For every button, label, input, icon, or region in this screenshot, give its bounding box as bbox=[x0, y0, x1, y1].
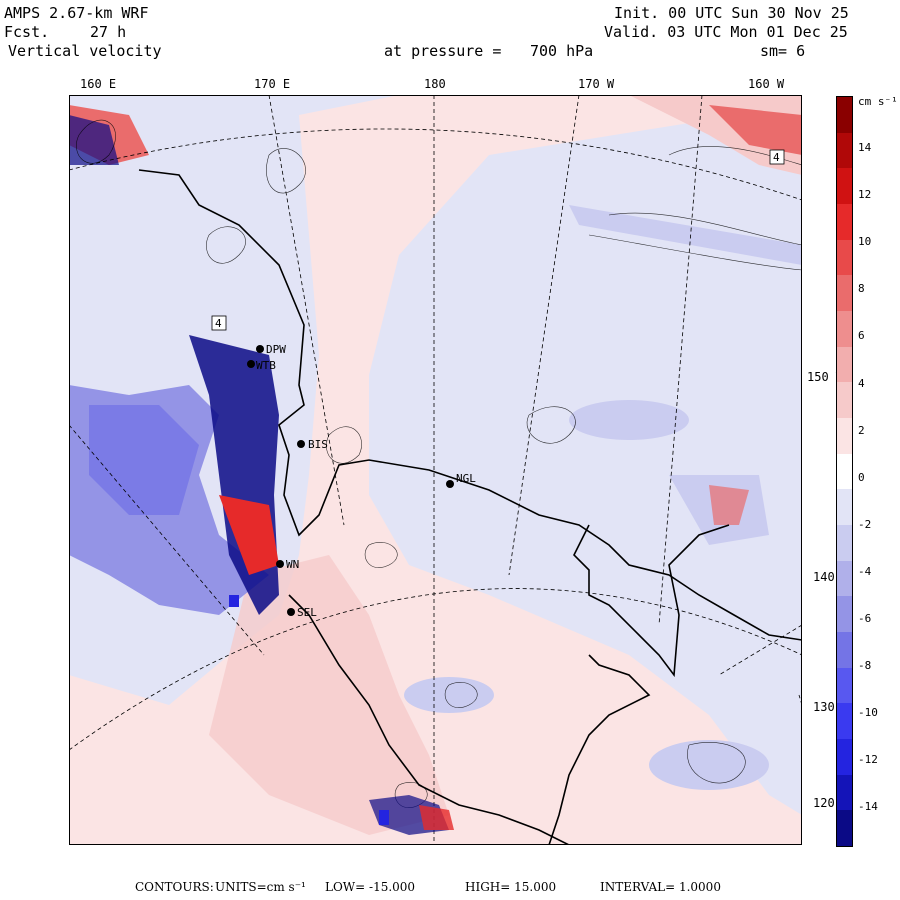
lon-label-160e: 160 E bbox=[80, 77, 117, 91]
station-dot bbox=[276, 560, 284, 568]
colorbar-tick-label: -6 bbox=[858, 612, 872, 625]
contours-high: HIGH= 15.000 bbox=[465, 880, 557, 894]
contour-label-box bbox=[211, 315, 227, 331]
colorbar-tick-label: 4 bbox=[858, 376, 865, 390]
station-label: NGL bbox=[456, 472, 476, 485]
colorbar-segment bbox=[837, 739, 852, 776]
pressure-value: 700 hPa bbox=[530, 42, 594, 60]
contours-low: LOW= -15.000 bbox=[325, 880, 416, 894]
colorbar-segment bbox=[837, 596, 852, 633]
contours-units: UNITS=cm s⁻¹ bbox=[215, 880, 306, 894]
colorbar-tick-label: 0 bbox=[858, 470, 865, 484]
valid-time: Valid. 03 UTC Mon 01 Dec 25 bbox=[604, 23, 848, 41]
negative-patch bbox=[569, 400, 689, 440]
colorbar-segment bbox=[837, 667, 852, 704]
colorbar-tick-label: 12 bbox=[858, 188, 872, 202]
colorbar-segment bbox=[837, 453, 852, 490]
colorbar-segment bbox=[837, 311, 852, 348]
colorbar-segment bbox=[837, 168, 852, 205]
smoothing-value: sm= 6 bbox=[760, 42, 806, 60]
pressure-label: at pressure = bbox=[384, 42, 502, 60]
colorbar-segment bbox=[837, 489, 852, 526]
station-label: DPW bbox=[266, 343, 286, 356]
colorbar-segment bbox=[837, 810, 852, 847]
colorbar-tick-label: -12 bbox=[858, 753, 878, 767]
colorbar-segment bbox=[837, 346, 852, 383]
station-dot bbox=[287, 608, 295, 616]
colorbar-segment bbox=[837, 132, 852, 169]
colorbar-segment bbox=[837, 703, 852, 740]
contour-label-box bbox=[769, 149, 785, 165]
contour-label: 4 bbox=[215, 317, 222, 330]
forecast-label: Fcst. bbox=[4, 23, 50, 41]
negative-box bbox=[379, 810, 389, 825]
field-name: Vertical velocity bbox=[8, 42, 162, 60]
colorbar-tick-label: 8 bbox=[858, 282, 865, 296]
colorbar-tick-label: 10 bbox=[858, 235, 872, 249]
colorbar-segment bbox=[837, 418, 852, 455]
graticule bbox=[69, 95, 802, 845]
contours-label: CONTOURS: bbox=[135, 880, 214, 894]
negative-core-plateau bbox=[89, 405, 199, 515]
colorbar-tick-label: -10 bbox=[858, 706, 878, 720]
contour-lines bbox=[76, 119, 802, 808]
lon-label-160w: 160 W bbox=[748, 77, 785, 91]
positive-field-lobe bbox=[209, 555, 449, 835]
coastline-south bbox=[288, 594, 570, 845]
colorbar-segment bbox=[837, 204, 852, 241]
station-dot bbox=[297, 440, 305, 448]
station-dot bbox=[446, 480, 454, 488]
colorbar-tick-label: -8 bbox=[858, 659, 872, 673]
station-label: WN bbox=[286, 558, 300, 571]
colorbar-tick-label: 14 bbox=[858, 141, 872, 154]
lon-label-180: 180 bbox=[424, 77, 446, 91]
positive-core-topright bbox=[709, 105, 802, 155]
model-title: AMPS 2.67-km WRF bbox=[4, 4, 149, 22]
colorbar-tick-label: 6 bbox=[858, 329, 865, 343]
negative-patch bbox=[404, 677, 494, 713]
negative-core-topleft bbox=[69, 115, 119, 165]
colorbar-segment bbox=[837, 382, 852, 419]
colorbar bbox=[836, 96, 853, 847]
lon-label-170w: 170 W bbox=[578, 77, 615, 91]
colorbar-tick-label: 2 bbox=[858, 423, 865, 437]
vertical-velocity-map: 4 4 bbox=[69, 95, 802, 845]
positive-patch-east bbox=[709, 485, 749, 525]
positive-core-bottom bbox=[419, 805, 454, 830]
negative-band bbox=[569, 205, 802, 265]
strong-positive-band bbox=[219, 495, 279, 575]
init-time: Init. 00 UTC Sun 30 Nov 25 bbox=[614, 4, 849, 22]
colorbar-segment bbox=[837, 525, 852, 562]
colorbar-segment bbox=[837, 632, 852, 669]
forecast-hours: 27 h bbox=[90, 23, 127, 41]
station-dot bbox=[247, 360, 255, 368]
colorbar-segment bbox=[837, 97, 852, 134]
colorbar-tick-label: -14 bbox=[858, 800, 878, 814]
grounding-line bbox=[548, 654, 651, 845]
contour-label: 4 bbox=[773, 151, 780, 164]
coastline bbox=[138, 169, 802, 641]
colorbar-segment bbox=[837, 774, 852, 811]
colorbar-tick-label: -2 bbox=[858, 517, 872, 531]
colorbar-tick-label: -4 bbox=[858, 564, 872, 578]
ice-shelf-front bbox=[573, 524, 730, 678]
station-label: WTB bbox=[256, 359, 276, 372]
station-dot bbox=[256, 345, 264, 353]
lon-label-170e: 170 E bbox=[254, 77, 291, 91]
map-border bbox=[69, 95, 802, 845]
station-label: SEL bbox=[297, 606, 317, 619]
colorbar-segment bbox=[837, 239, 852, 276]
colorbar-segment bbox=[837, 275, 852, 312]
contours-interval: INTERVAL= 1.0000 bbox=[600, 880, 721, 894]
colorbar-segment bbox=[837, 560, 852, 597]
colorbar-units: cm s⁻¹ bbox=[858, 95, 898, 108]
negative-box bbox=[229, 595, 239, 607]
negative-patch bbox=[649, 740, 769, 790]
station-label: BIS bbox=[308, 438, 328, 451]
